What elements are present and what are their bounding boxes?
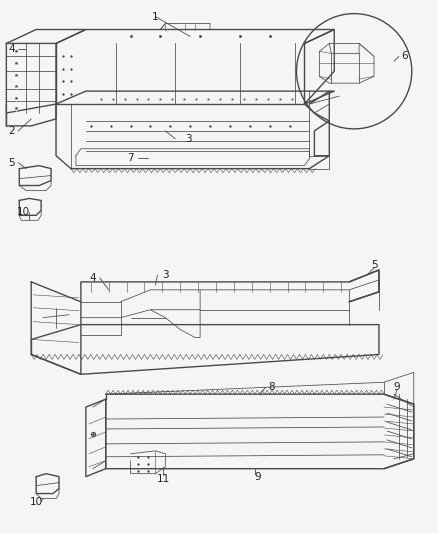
Text: 5: 5 (8, 158, 14, 168)
Text: 9: 9 (254, 472, 261, 482)
Text: 4: 4 (8, 44, 14, 54)
Text: 10: 10 (30, 497, 43, 506)
Text: 7: 7 (127, 152, 134, 163)
Text: 9: 9 (394, 382, 400, 392)
Text: 10: 10 (17, 207, 30, 217)
Text: 3: 3 (185, 134, 191, 144)
Text: 3: 3 (162, 270, 169, 280)
Text: 2: 2 (8, 126, 14, 136)
Text: 6: 6 (402, 51, 408, 61)
Text: 5: 5 (371, 260, 377, 270)
Text: 8: 8 (268, 382, 275, 392)
Text: 1: 1 (152, 12, 159, 22)
Text: 11: 11 (157, 474, 170, 483)
Text: 4: 4 (89, 273, 96, 283)
